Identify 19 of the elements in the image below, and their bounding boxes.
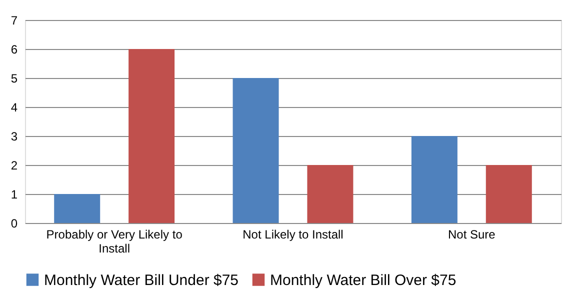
y-tick-label: 2 [10,158,18,172]
legend-label: Monthly Water Bill Under $75 [44,272,239,289]
bar [128,49,175,223]
y-tick-label: 4 [10,100,18,114]
bar [307,165,354,223]
x-tick-label: Not Likely to Install [242,228,344,242]
x-tick-label: Probably or Very Likely to Install [46,228,183,256]
y-tick-label: 3 [10,130,18,144]
bar [54,194,100,223]
x-tick-label: Not Sure [448,228,496,242]
bar [411,136,458,223]
bar [232,78,279,223]
y-tick-label: 1 [10,188,18,202]
bar [486,165,532,223]
y-tick-label: 5 [10,72,18,86]
y-tick-label: 6 [10,42,18,56]
y-tick-label: 0 [10,216,18,230]
legend-label: Monthly Water Bill Over $75 [270,272,456,289]
y-tick-label: 7 [10,14,18,28]
